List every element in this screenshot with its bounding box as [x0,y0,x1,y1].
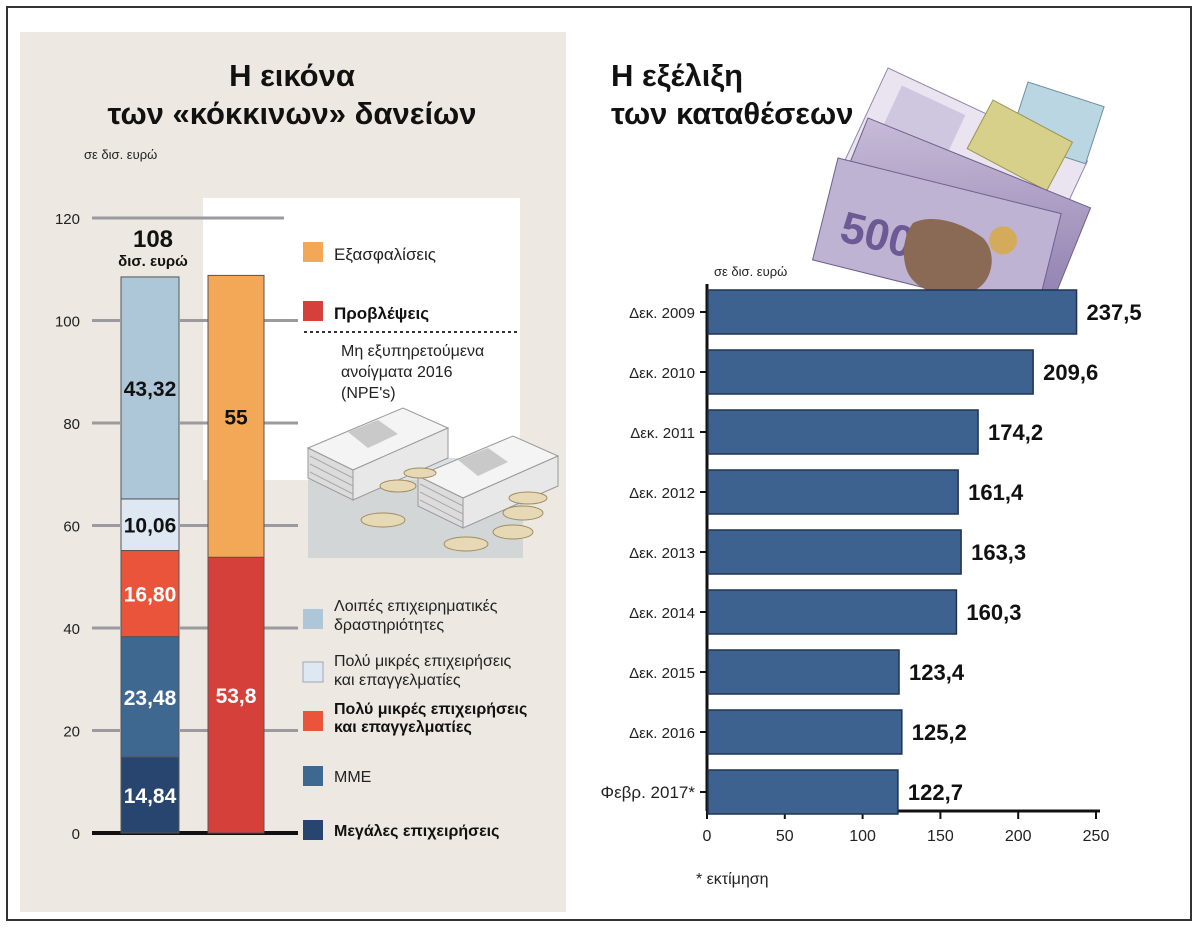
right-x-tick-label: 0 [703,828,712,845]
right-x-tick-label: 150 [927,828,954,845]
right-category-label: Δεκ. 2014 [629,605,695,622]
legend-label-provisions: Προβλέψεις [334,304,429,323]
stack-total-value: 108 [133,226,173,253]
stacked-bar-segment [120,276,180,500]
right-chart: 0 50 100 150 200 250 Δεκ. 2009 237,5 Δεκ. 2010 20… [601,284,1142,845]
legend-swatch-sme [303,766,323,786]
left-y-tick-label: 0 [72,826,80,843]
npe-note-line3: (NPE's) [341,385,396,402]
left-stacked-bars: 14,84 23,48 16,80 10,06 43,32 53,8 55 [120,274,265,834]
deposit-value-label: 123,4 [909,660,965,685]
legend-swatch-other-business [303,609,323,629]
infographic-canvas: Η εικόνα των «κόκκινων» δανείων σε δισ. … [20,32,1142,912]
left-y-gridlines [92,216,298,732]
deposit-value-label: 163,3 [971,540,1026,565]
stacked-bar-segment [120,636,180,758]
right-title-line2: των καταθέσεων [611,96,853,131]
deposit-bar [707,709,903,755]
right-category-label: Δεκ. 2015 [629,665,695,682]
deposit-bar [707,589,958,635]
deposit-bar [707,349,1034,395]
right-x-tick-label: 250 [1083,828,1110,845]
right-category-label: Φεβρ. 2017* [601,783,696,802]
left-y-tick-label: 120 [55,211,80,228]
stacked-bar-segment [207,556,265,834]
segment-value-label: 10,06 [124,515,177,538]
legend-swatch-micro-pale [302,661,324,683]
right-x-tick-label: 200 [1005,828,1032,845]
legend-label-micro-pale-l1: Πολύ μικρές επιχειρήσεις [334,653,512,670]
stacked-bar-segment [120,498,180,552]
money-stacks-illustration [306,407,560,558]
npe-note-line1: Μη εξυπηρετούμενα [341,343,484,360]
segment-value-label: 55 [224,406,248,429]
deposit-value-label: 209,6 [1043,360,1098,385]
right-category-label: Δεκ. 2013 [629,545,695,562]
deposit-bar [707,769,899,815]
right-x-tick-label: 50 [776,828,794,845]
legend-swatch-collateral [303,242,323,262]
legend-label-collateral: Εξασφαλίσεις [334,245,436,264]
right-category-label: Δεκ. 2016 [629,725,695,742]
right-category-label: Δεκ. 2011 [630,425,695,442]
stacked-bar-segment [120,756,180,834]
deposit-bar [707,289,1078,335]
legend-label-micro-red-l2: και επαγγελματίες [334,719,472,736]
left-units-label: σε δισ. ευρώ [84,147,157,162]
right-footnote: * εκτίμηση [696,871,769,888]
segment-value-label: 43,32 [124,378,177,401]
right-x-tick-label: 100 [849,828,876,845]
legend-label-large: Μεγάλες επιχειρήσεις [334,823,499,840]
deposit-value-label: 237,5 [1087,300,1142,325]
legend-label-micro-pale-l2: και επαγγελματίες [334,672,461,689]
segment-value-label: 23,48 [124,687,177,710]
legend-label-other-business-l1: Λοιπές επιχειρηματικές [334,598,498,615]
legend-label-micro-red-l1: Πολύ μικρές επιχειρήσεις [334,701,527,718]
stacked-bar-segment [120,550,180,638]
legend-swatch-micro-red [303,711,323,731]
segment-value-label: 14,84 [124,785,177,808]
deposit-bar [707,529,962,575]
euro-banknotes-illustration: 500 500 [811,67,1105,317]
deposit-value-label: 174,2 [988,420,1043,445]
deposit-value-label: 160,3 [966,600,1021,625]
deposit-value-label: 125,2 [912,720,967,745]
legend-swatch-large [303,820,323,840]
right-category-label: Δεκ. 2009 [629,305,695,322]
segment-value-label: 16,80 [124,584,177,607]
legend-label-other-business-l2: δραστηριότητες [334,617,444,634]
deposit-value-label: 122,7 [908,780,963,805]
deposit-value-label: 161,4 [968,480,1024,505]
stack-total-unit: δισ. ευρώ [118,253,188,270]
stacked-bar-segment [207,274,265,558]
left-y-tick-label: 80 [63,416,80,433]
right-category-label: Δεκ. 2012 [629,485,695,502]
legend-swatch-provisions [303,301,323,321]
infographic-frame: Η εικόνα των «κόκκινων» δανείων σε δισ. … [6,6,1192,921]
deposit-bar [707,469,959,515]
left-title-line1: Η εικόνα [229,58,355,93]
deposit-bar [707,409,979,455]
legend-bottom: Λοιπές επιχειρηματικές δραστηριότητες Πο… [302,598,527,840]
left-y-tick-label: 20 [63,724,80,741]
left-title-line2: των «κόκκινων» δανείων [107,96,476,131]
segment-value-label: 53,8 [216,685,257,708]
right-title-line1: Η εξέλιξη [611,58,743,93]
legend-label-sme: ΜΜΕ [334,769,371,786]
deposit-bar [707,649,900,695]
left-y-axis: 0 20 40 60 80 100 120 [55,211,80,843]
right-units-label: σε δισ. ευρώ [714,264,787,279]
right-category-label: Δεκ. 2010 [629,365,695,382]
left-y-tick-label: 60 [63,519,80,536]
left-y-tick-label: 40 [63,621,80,638]
npe-note-line2: ανοίγματα 2016 [341,364,453,381]
left-y-tick-label: 100 [55,314,80,331]
